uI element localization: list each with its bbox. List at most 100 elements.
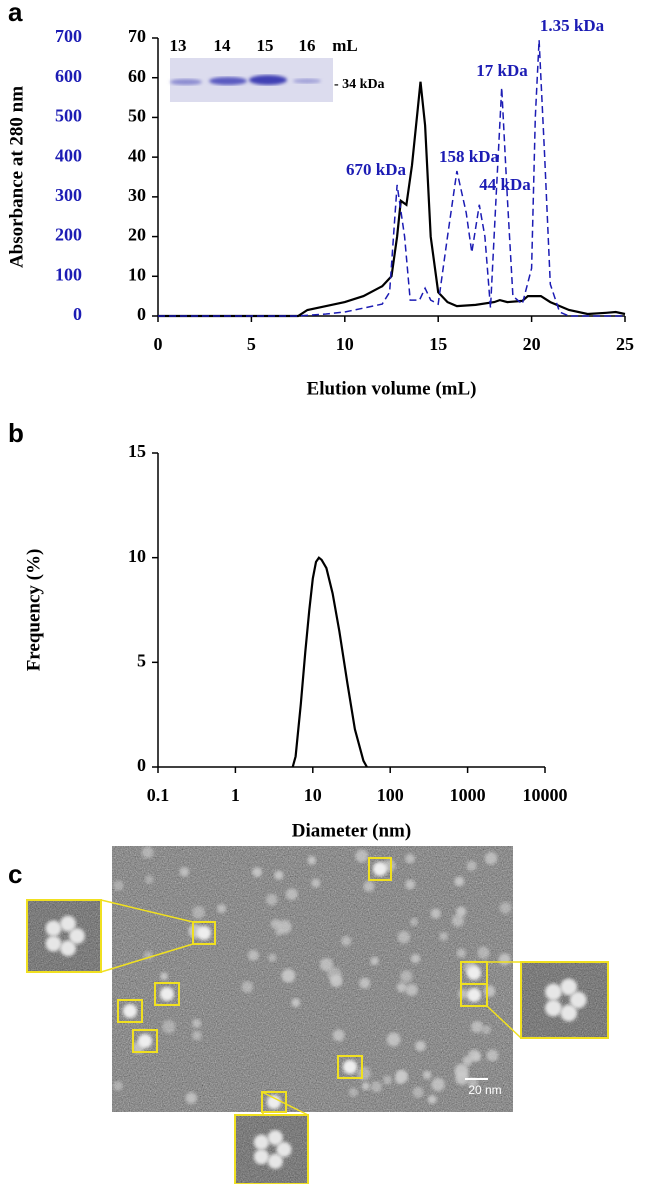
particle: [456, 948, 466, 958]
subunit: [276, 1141, 292, 1158]
y2-tick-label: 600: [55, 66, 82, 86]
particle: [466, 860, 477, 872]
inset-noise: [235, 1115, 308, 1184]
selection-box: [368, 857, 392, 881]
lane-label: 16: [299, 36, 316, 55]
selection-box: [460, 983, 488, 1007]
x-tick-label: 20: [523, 334, 541, 354]
particle: [410, 953, 421, 964]
particle: [285, 888, 298, 901]
particle: [484, 852, 498, 865]
particle: [274, 927, 283, 936]
annotation: 1.35 kDa: [540, 16, 605, 35]
particle: [370, 956, 379, 966]
particle: [451, 914, 464, 927]
y2-tick-label: 700: [55, 26, 82, 46]
particle: [192, 906, 205, 919]
selection-box: [192, 921, 216, 945]
selection-box: [132, 1029, 158, 1053]
lane-label: 15: [257, 36, 274, 55]
panel-label: a: [8, 0, 23, 27]
x-axis-label: Diameter (nm): [292, 820, 411, 841]
y2-tick-label: 0: [73, 304, 82, 324]
particle: [373, 862, 387, 876]
subunit: [267, 1153, 283, 1169]
y-tick-label: 0: [137, 755, 146, 775]
y-tick-label: 30: [128, 185, 146, 205]
selection-box: [154, 982, 180, 1006]
x-tick-label: 15: [429, 334, 447, 354]
y-tick-label: 0: [137, 304, 146, 324]
y-tick-label: 70: [128, 26, 146, 46]
subunit: [60, 915, 76, 932]
selection-box: [261, 1091, 287, 1113]
x-tick-label: 25: [616, 334, 634, 354]
particle: [370, 1081, 383, 1093]
particle: [400, 970, 413, 983]
y-tick-label: 10: [128, 264, 146, 284]
inset-frame: [234, 1114, 309, 1184]
subunit: [45, 920, 62, 937]
particle: [270, 918, 281, 930]
particle: [481, 1025, 492, 1035]
particle: [179, 867, 190, 877]
particle: [160, 972, 169, 981]
particle: [430, 908, 441, 919]
y-tick-label: 20: [128, 225, 146, 245]
y-tick-label: 40: [128, 145, 146, 165]
particle: [307, 855, 317, 865]
particle: [241, 981, 254, 993]
particle: [361, 1082, 370, 1091]
subunit: [253, 1134, 270, 1150]
y-tick-label: 5: [137, 650, 146, 670]
inset-frame: [26, 899, 102, 973]
particle: [144, 875, 154, 884]
x-tick-label: 0: [154, 334, 163, 354]
panel-label: c: [8, 859, 22, 889]
annotation: 158 kDa: [439, 147, 499, 166]
particle: [456, 906, 467, 917]
y2-tick-label: 500: [55, 106, 82, 126]
subunit: [69, 928, 85, 944]
particle: [113, 880, 124, 891]
particle: [357, 1066, 371, 1081]
particle: [477, 946, 490, 959]
lane-unit: mL: [332, 36, 358, 55]
series-line: [158, 81, 626, 318]
particle: [415, 1040, 426, 1052]
y-axis-label: Absorbance at 280 nm: [6, 86, 27, 268]
particle: [327, 967, 342, 982]
particle: [348, 1087, 358, 1097]
particle: [113, 1081, 123, 1091]
particle: [396, 982, 407, 993]
particle: [123, 1004, 137, 1018]
particle: [197, 926, 211, 940]
annotation: 17 kDa: [476, 61, 528, 80]
particle: [281, 968, 296, 983]
particle: [439, 931, 449, 941]
y-axis-label: Frequency (%): [23, 549, 44, 672]
annotation: 670 kDa: [346, 160, 406, 179]
zoom-line: [100, 899, 194, 923]
particle: [138, 1034, 152, 1048]
particle: [405, 853, 415, 864]
particle: [498, 953, 511, 966]
inset-frame: [520, 961, 609, 1039]
subunit: [560, 1004, 578, 1022]
particle: [467, 966, 481, 980]
particle: [467, 988, 481, 1002]
micrograph: 20 nm: [26, 846, 609, 1184]
particle: [319, 957, 334, 972]
annotation: 44 kDa: [479, 175, 531, 194]
y-tick-label: 50: [128, 106, 146, 126]
particle: [457, 988, 469, 999]
particle: [341, 936, 352, 947]
particle: [383, 1075, 393, 1085]
scale-bar-label: 20 nm: [468, 1083, 501, 1097]
particle: [274, 870, 284, 880]
particle: [332, 1029, 345, 1042]
particle: [359, 977, 371, 989]
x-tick-label: 1: [231, 785, 240, 805]
particle: [395, 1070, 409, 1084]
particle: [454, 1063, 469, 1078]
